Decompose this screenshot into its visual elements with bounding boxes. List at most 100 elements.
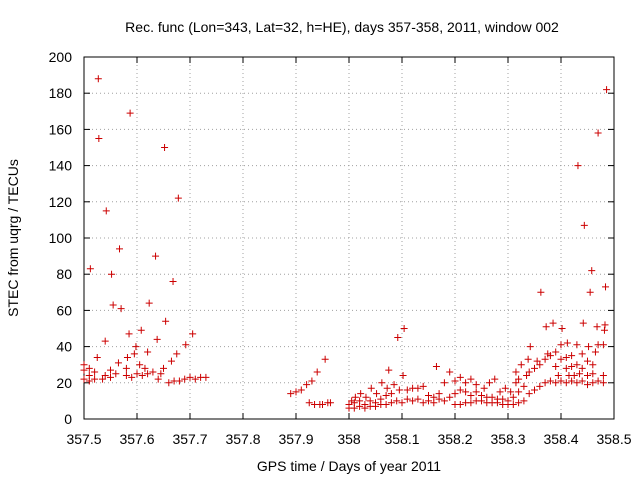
data-point xyxy=(491,375,499,383)
data-point xyxy=(125,330,133,338)
data-point xyxy=(515,375,523,383)
data-point xyxy=(85,372,93,380)
data-point xyxy=(101,337,109,345)
data-point xyxy=(541,355,549,363)
data-point xyxy=(517,361,525,369)
data-point xyxy=(356,397,364,405)
data-point xyxy=(585,343,593,351)
y-tick-label: 140 xyxy=(49,158,73,174)
data-point xyxy=(399,372,407,380)
x-tick-label: 357.9 xyxy=(278,431,313,447)
y-axis-label: STEC from uqrg / TECUs xyxy=(5,159,21,317)
data-point xyxy=(126,109,134,117)
data-point xyxy=(446,368,454,376)
data-point xyxy=(400,325,408,332)
data-point xyxy=(94,75,102,83)
data-point xyxy=(504,397,512,405)
x-tick-label: 357.8 xyxy=(225,431,260,447)
data-point xyxy=(107,366,114,374)
data-point xyxy=(578,350,586,358)
data-point xyxy=(451,377,459,385)
data-point xyxy=(385,366,393,374)
data-point xyxy=(432,363,440,371)
data-point xyxy=(409,397,417,405)
data-point xyxy=(85,364,93,372)
data-point xyxy=(546,352,554,360)
x-tick-label: 358.2 xyxy=(437,431,472,447)
data-point xyxy=(501,384,509,392)
data-point xyxy=(599,341,607,349)
data-point xyxy=(130,350,138,358)
data-point xyxy=(186,373,194,381)
data-point xyxy=(472,381,480,389)
data-point xyxy=(378,379,386,387)
data-point xyxy=(373,390,381,398)
data-point xyxy=(91,368,99,376)
data-point xyxy=(601,321,609,329)
data-point xyxy=(485,379,493,387)
data-point xyxy=(144,370,152,378)
data-point xyxy=(599,379,607,387)
x-tick-label: 358.1 xyxy=(384,431,419,447)
data-point xyxy=(456,401,464,409)
x-axis-label: GPS time / Days of year 2011 xyxy=(257,458,441,474)
data-point xyxy=(451,390,459,398)
data-point xyxy=(108,270,116,278)
data-point xyxy=(132,343,140,351)
data-point xyxy=(446,393,454,401)
y-tick-label: 40 xyxy=(56,339,72,355)
data-point xyxy=(589,379,597,387)
data-point xyxy=(86,265,94,273)
data-point xyxy=(182,341,190,349)
data-point xyxy=(419,399,427,407)
data-point xyxy=(303,381,311,389)
data-point xyxy=(557,341,565,349)
data-point xyxy=(531,364,538,372)
data-point xyxy=(430,393,438,401)
data-point xyxy=(152,252,160,260)
data-point xyxy=(568,363,576,371)
data-point xyxy=(287,390,295,398)
data-point xyxy=(562,379,570,387)
data-point xyxy=(488,393,496,401)
y-tick-label: 200 xyxy=(49,49,73,65)
data-point xyxy=(536,382,544,390)
data-point xyxy=(326,399,334,407)
data-points xyxy=(80,75,611,412)
data-point xyxy=(467,375,475,383)
data-point xyxy=(154,375,162,383)
data-point xyxy=(563,339,571,347)
data-point xyxy=(169,277,177,285)
y-tick-label: 0 xyxy=(64,411,72,427)
data-point xyxy=(161,144,169,151)
data-point xyxy=(578,377,586,385)
data-point xyxy=(478,391,485,399)
data-point xyxy=(472,388,480,396)
data-point xyxy=(361,401,369,409)
data-point xyxy=(541,379,549,387)
data-point xyxy=(382,391,390,399)
data-point xyxy=(292,388,300,396)
data-point xyxy=(603,86,611,94)
data-point xyxy=(499,395,507,403)
data-point xyxy=(99,375,107,383)
data-point xyxy=(525,368,533,376)
grid xyxy=(84,57,614,419)
data-point xyxy=(576,370,584,378)
data-point xyxy=(456,386,464,394)
data-point xyxy=(600,326,608,334)
x-tick-label: 357.5 xyxy=(66,431,101,447)
data-point xyxy=(440,397,448,405)
data-point xyxy=(313,368,321,376)
data-point xyxy=(109,301,117,309)
data-point xyxy=(393,397,401,405)
data-point xyxy=(367,384,375,392)
data-point xyxy=(526,343,534,351)
data-point xyxy=(480,384,488,392)
y-tick-label: 160 xyxy=(49,121,73,137)
data-point xyxy=(515,399,523,407)
data-point xyxy=(554,372,562,380)
data-point xyxy=(537,288,545,296)
data-point xyxy=(558,325,566,332)
